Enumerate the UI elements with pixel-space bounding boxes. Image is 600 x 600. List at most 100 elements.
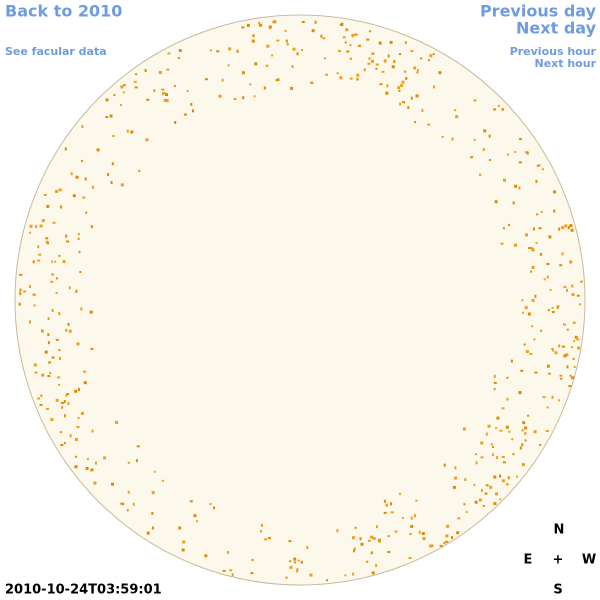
- facula: [551, 306, 554, 309]
- facula: [524, 306, 528, 310]
- facula: [454, 466, 457, 470]
- facula: [205, 78, 208, 81]
- facula: [474, 500, 478, 504]
- facula: [539, 443, 542, 446]
- facula: [61, 405, 64, 409]
- facula: [47, 333, 50, 337]
- facula: [520, 369, 524, 372]
- facula: [451, 536, 453, 540]
- compass-east: E: [524, 553, 533, 568]
- facula: [483, 129, 487, 133]
- facula: [83, 381, 87, 385]
- facula: [463, 503, 466, 506]
- facula: [410, 516, 413, 520]
- facula: [39, 403, 43, 406]
- facula: [479, 173, 482, 176]
- facula: [122, 91, 125, 94]
- facula: [54, 260, 57, 263]
- facular-link[interactable]: See facular data: [5, 45, 107, 58]
- facula: [91, 429, 94, 433]
- facula: [260, 523, 263, 527]
- facula: [344, 41, 347, 44]
- facula: [389, 40, 393, 44]
- facula: [456, 531, 460, 535]
- facula: [518, 161, 522, 164]
- facula: [421, 109, 424, 113]
- facula: [427, 59, 430, 62]
- facula: [19, 288, 22, 292]
- facula: [560, 377, 563, 380]
- facula: [34, 371, 38, 374]
- facula: [446, 524, 450, 528]
- facula: [29, 320, 31, 324]
- facula: [32, 260, 35, 264]
- facula: [80, 411, 84, 415]
- facula: [402, 101, 406, 104]
- facula: [353, 549, 355, 553]
- facula: [512, 453, 515, 456]
- facula: [473, 483, 476, 486]
- facula: [153, 470, 156, 473]
- facula: [556, 305, 559, 309]
- facula: [508, 223, 510, 226]
- facula: [538, 227, 542, 230]
- facula: [518, 138, 522, 141]
- previous-day-link[interactable]: Previous day: [480, 2, 597, 21]
- facula: [324, 57, 326, 60]
- facula: [378, 539, 381, 543]
- facula: [393, 60, 396, 64]
- facula: [356, 77, 359, 81]
- next-day-link[interactable]: Next day: [516, 19, 597, 38]
- facula: [47, 317, 50, 321]
- facula: [146, 98, 150, 101]
- facula: [551, 348, 554, 350]
- facula: [506, 376, 509, 379]
- facula: [271, 54, 274, 57]
- facula: [40, 394, 43, 397]
- facula: [250, 572, 254, 575]
- facula: [48, 361, 52, 364]
- facula: [524, 151, 528, 154]
- facula: [505, 425, 509, 429]
- facula: [84, 177, 87, 181]
- facula: [540, 210, 543, 213]
- facula: [495, 492, 498, 496]
- facula: [275, 79, 279, 82]
- facula: [81, 125, 84, 129]
- facula: [285, 576, 288, 579]
- back-link[interactable]: Back to 2010: [5, 2, 122, 21]
- facula: [351, 536, 355, 540]
- facula: [541, 168, 544, 171]
- facula: [480, 456, 484, 459]
- facula: [473, 99, 477, 102]
- facula: [533, 338, 536, 341]
- facula: [263, 86, 266, 90]
- facula: [127, 490, 130, 494]
- facula: [138, 169, 141, 172]
- facula: [266, 44, 270, 48]
- facula: [526, 151, 529, 155]
- facula: [569, 260, 573, 264]
- facula: [484, 492, 488, 495]
- facula: [371, 52, 375, 55]
- previous-hour-link[interactable]: Previous hour: [510, 45, 597, 58]
- facula: [300, 560, 303, 564]
- facula: [74, 438, 78, 441]
- facula: [45, 237, 49, 240]
- facula: [506, 397, 509, 401]
- next-hour-link[interactable]: Next hour: [535, 57, 597, 70]
- facula: [369, 30, 372, 33]
- facula: [55, 292, 58, 294]
- facula: [400, 84, 404, 87]
- facula: [93, 481, 97, 485]
- facula: [63, 414, 66, 418]
- facula: [105, 116, 109, 119]
- facula: [122, 503, 125, 506]
- facula: [251, 39, 255, 43]
- facula: [37, 245, 40, 249]
- facula: [50, 418, 54, 421]
- facula: [46, 204, 50, 208]
- facula: [495, 427, 498, 430]
- facula: [386, 84, 389, 88]
